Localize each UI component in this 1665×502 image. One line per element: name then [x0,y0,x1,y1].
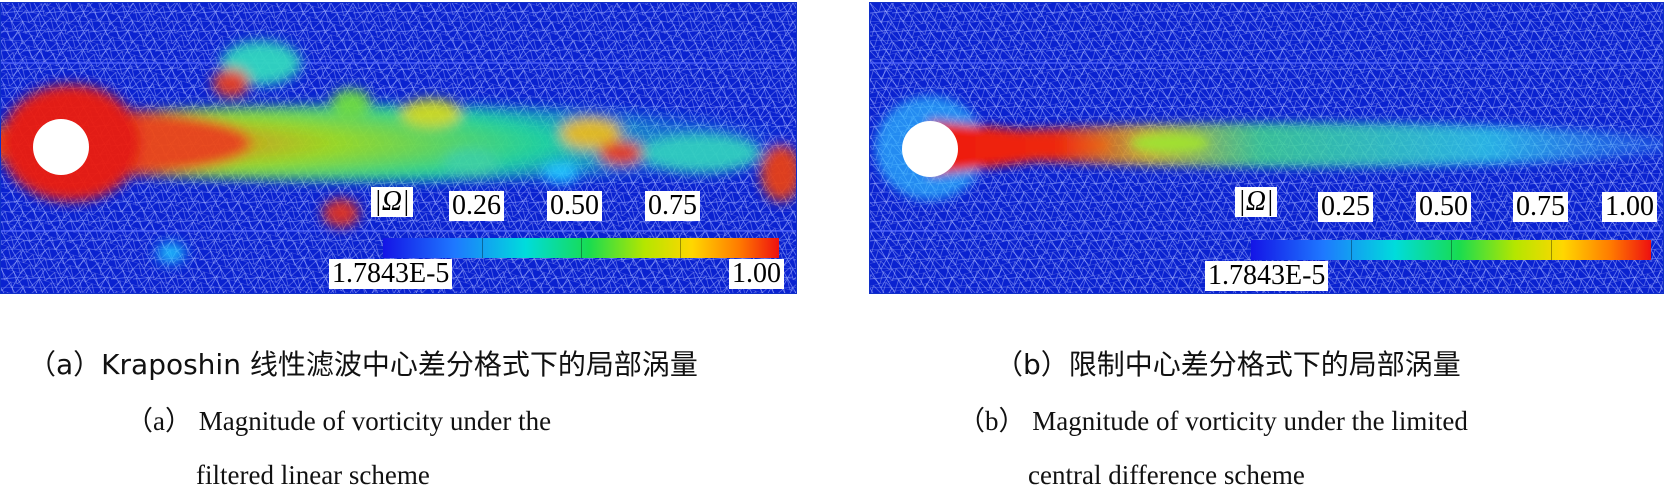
vorticity-plot-b: |Ω| 0.25 0.50 0.75 1.00 1.7843E-5 [869,2,1664,294]
caption-cn-a: （a）Kraposhin 线性滤波中心差分格式下的局部涡量 [28,348,698,381]
caption-en-a-line1: （a） Magnitude of vorticity under the [126,406,552,436]
min-label-b: 1.7843E-5 [1205,261,1329,291]
cylinder-a [33,119,89,175]
tick-label-b-1: 0.25 [1318,192,1373,222]
max-label-a: 1.00 [729,259,784,289]
tick-label-b-3: 0.75 [1513,192,1568,222]
omega-symbol-a: |Ω| [371,187,413,217]
caption-cn-b: （b）限制中心差分格式下的局部涡量 [995,348,1461,381]
caption-en-a-line2: filtered linear scheme [196,460,430,490]
vorticity-field-a [1,3,796,293]
omega-symbol-b: |Ω| [1235,187,1277,217]
cylinder-b [902,121,958,177]
min-label-a: 1.7843E-5 [329,259,453,289]
colorbar-b [1251,240,1651,260]
colorbar-a [383,238,779,258]
caption-en-b-line1: （b） Magnitude of vorticity under the lim… [958,406,1468,436]
tick-label-a-2: 0.50 [547,191,602,221]
vorticity-plot-a: |Ω| 0.26 0.50 0.75 1.7843E-5 1.00 [0,2,797,294]
tick-label-b-2: 0.50 [1416,192,1471,222]
caption-en-b-line2: central difference scheme [1028,460,1305,490]
tick-label-a-3: 0.75 [645,191,700,221]
tick-label-a-1: 0.26 [449,191,504,221]
tick-label-b-4: 1.00 [1602,192,1657,222]
vorticity-field-b [870,3,1663,293]
